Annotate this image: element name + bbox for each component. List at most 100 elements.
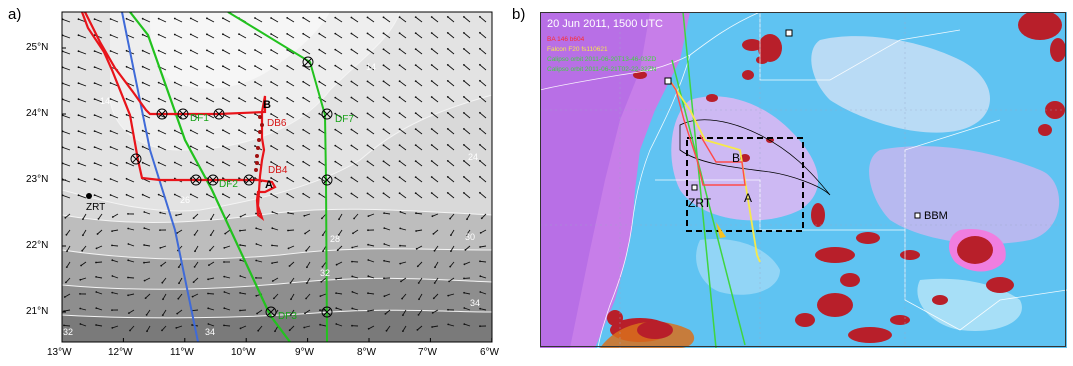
wind-arrow: [62, 146, 71, 151]
wind-arrow-head: [286, 113, 289, 115]
wind-arrow-head: [463, 192, 465, 194]
wind-arrow: [208, 307, 215, 311]
wind-arrow-head: [93, 66, 96, 68]
wind-arrow-head: [350, 128, 353, 131]
wind-arrow-head: [194, 250, 196, 253]
wind-arrow-head: [222, 145, 224, 148]
wind-arrow: [383, 64, 391, 71]
green-track-east: [227, 12, 328, 342]
wind-arrow-head: [175, 214, 178, 217]
wind-arrow-head: [77, 130, 80, 133]
wind-arrow: [190, 65, 199, 71]
wind-arrow: [304, 229, 311, 234]
wind-arrow-head: [270, 113, 272, 115]
wind-arrow: [222, 145, 231, 151]
wind-arrow-head: [334, 192, 337, 195]
wind-arrow-head: [223, 291, 226, 293]
wind-arrow-head: [463, 144, 465, 146]
wind-arrow: [222, 161, 231, 167]
wind-arrow-head: [224, 232, 227, 235]
wind-arrow: [178, 277, 183, 284]
wind-arrow-head: [350, 192, 353, 195]
wind-arrow-head: [286, 145, 289, 147]
wind-arrow: [337, 245, 343, 251]
wind-arrow-head: [79, 293, 81, 295]
wind-arrow: [190, 145, 199, 151]
wind-arrow-head: [399, 227, 402, 230]
wind-arrow: [367, 81, 375, 87]
wind-arrow: [415, 192, 423, 199]
wind-arrow-head: [430, 32, 433, 34]
wind-arrow: [206, 161, 215, 167]
wind-arrow: [270, 97, 279, 103]
wind-arrow: [302, 49, 311, 55]
wind-arrow-head: [286, 129, 289, 131]
green-track-west: [129, 12, 291, 342]
wind-arrow-head: [254, 17, 256, 19]
wind-arrow: [110, 162, 119, 167]
wind-arrow: [399, 144, 407, 151]
wind-arrow: [463, 160, 471, 167]
wind-arrow: [270, 161, 279, 167]
legend-item-calipso-day: Calipso orbit 2011-06-20T13-46-03ZD: [547, 56, 657, 63]
wind-arrow-head: [77, 34, 80, 37]
wind-arrow: [368, 213, 375, 217]
wind-arrow-head: [431, 312, 434, 314]
wind-arrow-head: [189, 97, 192, 100]
wind-arrow: [479, 176, 487, 183]
wind-arrow: [463, 128, 471, 135]
wind-arrow-head: [207, 278, 210, 281]
wind-arrow: [479, 32, 487, 39]
station-square-right: [785, 29, 793, 37]
wind-arrow-head: [162, 298, 164, 301]
wind-arrow-head: [127, 243, 130, 245]
wind-arrow: [194, 261, 199, 268]
wind-arrow-head: [95, 261, 97, 264]
wind-arrow: [161, 277, 167, 283]
wind-arrow: [448, 277, 455, 282]
wind-arrow-head: [206, 97, 208, 100]
wind-arrow-head: [446, 80, 449, 82]
wind-arrow: [302, 161, 311, 167]
wind-arrow: [415, 80, 423, 87]
wind-arrow: [174, 66, 183, 71]
wind-arrow: [304, 213, 311, 217]
wind-arrow-head: [77, 98, 80, 101]
wind-arrow-head: [431, 215, 434, 218]
wind-arrow-head: [479, 95, 481, 98]
wind-arrow-head: [239, 259, 242, 261]
wind-arrow: [447, 128, 455, 135]
waypoint-cross: [267, 308, 275, 316]
wind-arrow: [431, 160, 439, 167]
wind-arrow: [222, 49, 231, 55]
wind-arrow: [222, 193, 231, 199]
wind-arrow: [319, 81, 327, 87]
wind-arrow: [224, 245, 231, 249]
wind-arrow-head: [398, 160, 401, 163]
wind-arrow-head: [143, 244, 146, 246]
wind-arrow-head: [238, 81, 240, 83]
wind-arrow-head: [351, 260, 353, 263]
label-DF7: DF7: [335, 114, 354, 125]
x-tick-8W: 8°W: [357, 347, 376, 358]
wind-arrow-head: [111, 291, 114, 294]
zrt-dot: [86, 193, 92, 199]
wind-arrow: [367, 193, 375, 199]
wind-arrow-head: [270, 177, 272, 179]
waypoint-cross: [323, 110, 331, 118]
wind-arrow: [207, 293, 215, 295]
contour-label: 28: [330, 234, 341, 244]
contour-label: 30: [465, 232, 476, 242]
wind-arrow-head: [322, 250, 324, 253]
wind-arrow: [384, 260, 391, 263]
contour-label: 14: [100, 96, 111, 106]
wind-arrow: [351, 113, 359, 119]
waypoint-marker: [265, 306, 277, 318]
wind-arrow-head: [77, 146, 80, 149]
wind-arrow-head: [302, 32, 305, 35]
wind-arrow-head: [399, 244, 401, 247]
wind-arrow-head: [177, 266, 180, 268]
wind-arrow-head: [463, 16, 465, 18]
legend-item-calipso-night: Calipso orbit 2011-06-21T02-22-32ZN: [547, 66, 657, 73]
wind-arrow-head: [222, 49, 224, 52]
